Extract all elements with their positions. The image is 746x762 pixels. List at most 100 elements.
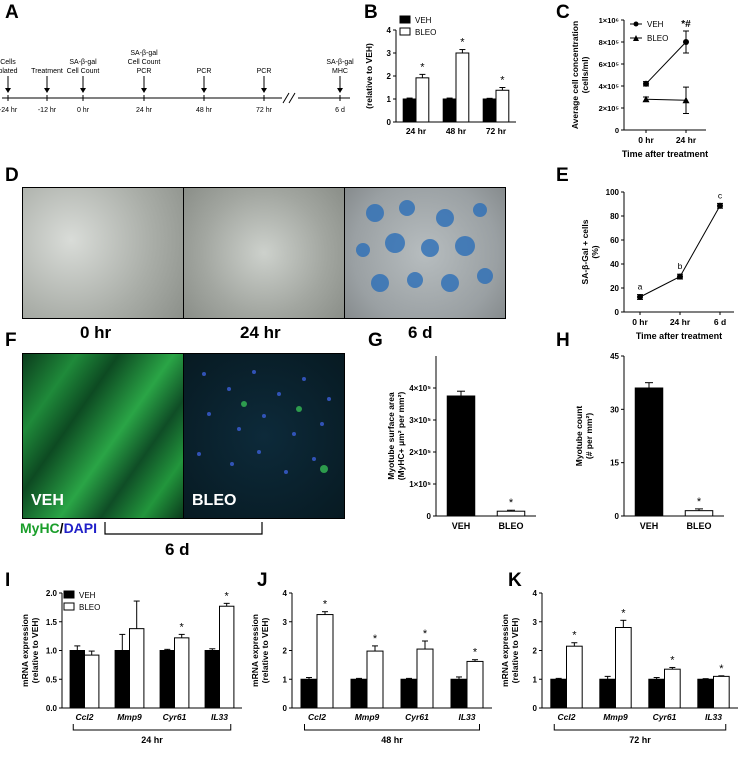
x-axis-label: Time after treatment — [636, 331, 722, 341]
legend-marker-bleo — [633, 35, 639, 41]
timeline-tick-label: 48 hr — [196, 107, 213, 114]
bar — [204, 650, 221, 709]
fluorescence-veh: VEH — [22, 353, 184, 519]
x-tick-label: Cyr61 — [653, 712, 677, 722]
bar — [69, 650, 85, 709]
legend-label-veh: VEH — [79, 591, 96, 600]
legend-label-bleo: BLEO — [647, 34, 668, 43]
stain-myhc: MyHC — [20, 520, 60, 536]
significance-star: * — [621, 607, 626, 619]
panel-label-a: A — [5, 2, 19, 23]
x-tick-label: 24 hr — [676, 135, 697, 145]
dapi-nuclei — [197, 370, 331, 474]
y-axis-label: mRNA expression — [252, 614, 260, 687]
significance-star: * — [509, 497, 514, 509]
y-tick-label: 45 — [610, 352, 619, 361]
bar — [466, 660, 484, 709]
y-tick-label: 3×10⁵ — [409, 416, 431, 425]
bar — [566, 645, 583, 709]
y-tick-label: 0 — [283, 704, 288, 713]
panel-label-k: K — [508, 570, 522, 591]
bar — [174, 637, 190, 709]
x-tick-label: Mmp9 — [117, 712, 142, 722]
timeline-arrowhead — [80, 88, 86, 93]
bar — [159, 650, 176, 709]
x-tick-label: Ccl2 — [308, 712, 326, 722]
group-bracket — [304, 724, 480, 731]
bleo-label: BLEO — [192, 492, 237, 509]
micrograph-label-0hr: 0 hr — [80, 323, 112, 342]
y-tick-label: 1.0 — [46, 647, 58, 656]
x-tick-label: 0 hr — [632, 317, 648, 327]
fluorescence-bleo: BLEO — [183, 353, 345, 519]
data-point — [683, 39, 689, 45]
bar — [446, 395, 476, 517]
micrograph-label-24hr: 24 hr — [240, 323, 281, 342]
veh-label: VEH — [31, 492, 64, 509]
bar — [634, 387, 664, 517]
y-tick-label: 4×10⁵ — [409, 384, 431, 393]
x-tick-label: Ccl2 — [76, 712, 94, 722]
y-tick-label: 2×10⁵ — [409, 448, 431, 457]
y-tick-label: 0.0 — [46, 704, 58, 713]
timeline-event-label: PCR — [137, 68, 152, 75]
timeline-tick-label: 24 hr — [136, 107, 153, 114]
y-tick-label: 6×10⁵ — [599, 60, 620, 69]
y-axis-sublabel: (relative to VEH) — [510, 618, 520, 684]
y-tick-label: 0 — [615, 308, 620, 317]
bar — [350, 678, 368, 709]
legend-swatch-bleo — [63, 602, 75, 611]
bar — [442, 98, 457, 123]
x-tick-label: 6 d — [714, 317, 726, 327]
timeline-event-label: Cell Count — [128, 59, 161, 66]
legend-label-veh: VEH — [415, 16, 432, 25]
x-axis-label: Time after treatment — [622, 149, 708, 159]
timeline-arrowhead — [337, 88, 343, 93]
x-tick-label: 24 hr — [406, 126, 427, 136]
mrna-24hr-bar-chart: 0.0 0.5 1.0 1.5 2.0 mRNA expression (relative … — [20, 589, 242, 745]
x-tick-label: Cyr61 — [405, 712, 429, 722]
y-tick-label: 2 — [283, 647, 288, 656]
x-tick-label: IL33 — [211, 712, 228, 722]
y-axis-sublabel: (relative to VEH) — [30, 618, 40, 684]
bar — [697, 678, 715, 709]
y-tick-label: 3 — [387, 49, 392, 58]
x-tick-label: Mmp9 — [355, 712, 380, 722]
x-tick-label: 72 hr — [486, 126, 507, 136]
significance-star: * — [180, 621, 185, 633]
y-tick-label: 3 — [533, 618, 538, 627]
y-axis-sublabel: (MyHC+ μm² per mm²) — [396, 392, 406, 481]
timeline-event-label: PCR — [197, 68, 212, 75]
data-point — [642, 95, 650, 103]
bar — [400, 678, 418, 709]
significance-star: * — [423, 628, 428, 640]
y-tick-label: 40 — [610, 260, 619, 269]
timeline-event-label: Cell Count — [67, 68, 100, 75]
x-tick-label: VEH — [452, 521, 471, 531]
x-tick-label: VEH — [640, 521, 659, 531]
x-tick-label: 0 hr — [638, 135, 654, 145]
timeline-tick-label: 72 hr — [256, 107, 273, 114]
stain-legend: MyHC/DAPI — [20, 520, 97, 536]
significance-star: * — [500, 75, 505, 87]
x-tick-label: Ccl2 — [558, 712, 576, 722]
myotube-area-bar-chart: 0 1×10⁵ 2×10⁵ 3×10⁵ 4×10⁵ Myotube surface are… — [386, 356, 536, 531]
panel-label-d: D — [5, 165, 19, 186]
panel-label-b: B — [364, 2, 378, 23]
significance-star: * — [420, 61, 425, 73]
bar — [84, 654, 100, 709]
legend-label-veh: VEH — [647, 20, 664, 29]
y-tick-label: 1 — [387, 95, 392, 104]
bar — [366, 650, 384, 709]
y-tick-label: 30 — [610, 405, 619, 414]
y-tick-label: 2 — [533, 647, 538, 656]
significance-star: * — [697, 496, 702, 508]
bar — [664, 668, 681, 709]
group-label: 72 hr — [629, 735, 651, 745]
micrograph-24hr — [183, 187, 345, 319]
legend-swatch-veh — [63, 590, 75, 599]
micrograph-label-6d: 6 d — [408, 323, 433, 342]
legend-swatch-veh — [399, 15, 411, 24]
y-tick-label: 0.5 — [46, 675, 58, 684]
legend-label-bleo: BLEO — [415, 28, 436, 37]
